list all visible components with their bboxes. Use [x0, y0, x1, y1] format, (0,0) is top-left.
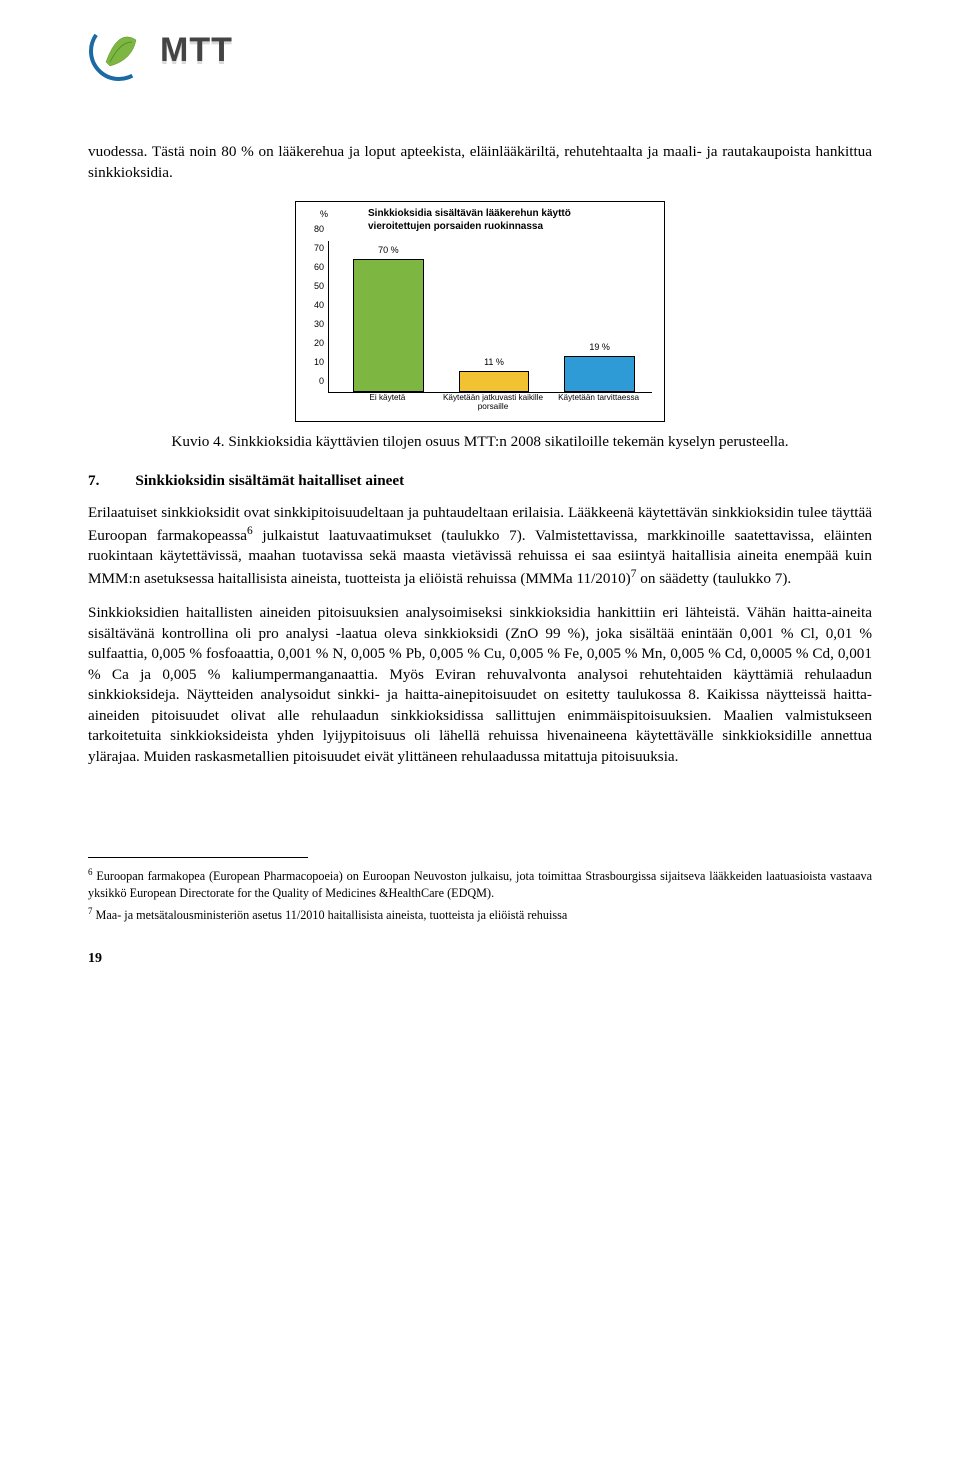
y-tick-label: 70 [314, 242, 324, 254]
section-title: Sinkkioksidin sisältämät haitalliset ain… [135, 471, 404, 492]
logo-text: MTT [160, 28, 233, 74]
footnote-6: 6 Euroopan farmakopea (European Pharmaco… [88, 866, 872, 901]
section-heading: 7. Sinkkioksidin sisältämät haitalliset … [88, 471, 872, 492]
footnote-separator [88, 857, 308, 858]
footnote-7-text: Maa- ja metsätalousministeriön asetus 11… [93, 908, 568, 922]
leaf-icon [88, 20, 150, 82]
chart-title: Sinkkioksidia sisältävän lääkerehun käyt… [368, 208, 571, 233]
chart-container: % Sinkkioksidia sisältävän lääkerehun kä… [88, 201, 872, 422]
x-axis-label: Käytetään jatkuvasti kaikille porsaille [438, 393, 548, 412]
chart-bar [459, 371, 529, 392]
y-tick-label: 80 [314, 223, 324, 235]
figure-caption: Kuvio 4. Sinkkioksidia käyttävien tiloje… [88, 432, 872, 453]
chart-bar [353, 259, 423, 392]
y-tick-label: 0 [319, 375, 324, 387]
para1-c: on säädetty (taulukko 7). [636, 570, 791, 587]
footnote-6-text: Euroopan farmakopea (European Pharmacopo… [88, 869, 872, 899]
y-tick-label: 10 [314, 356, 324, 368]
logo: MTT [88, 20, 872, 82]
x-axis-label: Käytetään tarvittaessa [544, 393, 654, 402]
page-number: 19 [88, 950, 872, 969]
bar-value-label: 11 % [484, 356, 504, 368]
chart-y-unit: % [320, 209, 328, 219]
bar-value-label: 70 % [378, 244, 399, 256]
chart-bar [564, 356, 634, 392]
chart-title-line2: vieroitettujen porsaiden ruokinnassa [368, 221, 543, 232]
y-tick-label: 30 [314, 318, 324, 330]
y-tick-label: 50 [314, 280, 324, 292]
x-axis-label: Ei käytetä [332, 393, 442, 402]
footnote-7: 7 Maa- ja metsätalousministeriön asetus … [88, 905, 872, 924]
chart-title-line1: Sinkkioksidia sisältävän lääkerehun käyt… [368, 208, 571, 219]
y-tick-label: 40 [314, 299, 324, 311]
section-number: 7. [88, 471, 99, 492]
bar-value-label: 19 % [589, 341, 610, 353]
y-tick-label: 60 [314, 261, 324, 273]
y-tick-label: 20 [314, 337, 324, 349]
body-paragraph-2: Sinkkioksidien haitallisten aineiden pit… [88, 603, 872, 767]
body-paragraph-1: Erilaatuiset sinkkioksidit ovat sinkkipi… [88, 503, 872, 589]
intro-paragraph: vuodessa. Tästä noin 80 % on lääkerehua … [88, 142, 872, 183]
bar-chart: % Sinkkioksidia sisältävän lääkerehun kä… [295, 201, 665, 422]
